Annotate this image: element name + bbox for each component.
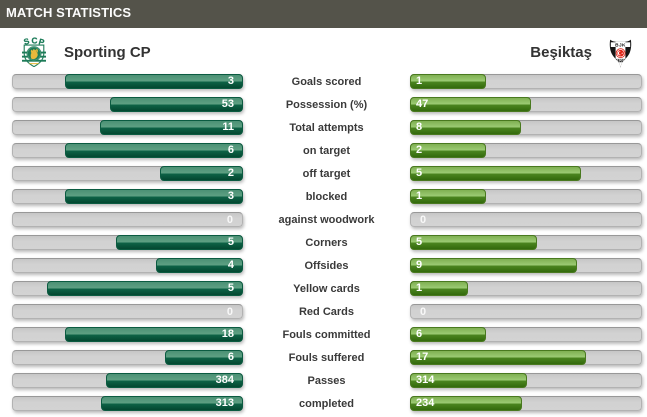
svg-text:1903: 1903 bbox=[617, 59, 625, 63]
svg-text:P: P bbox=[38, 37, 46, 47]
svg-text:S: S bbox=[23, 37, 31, 47]
svg-text:C: C bbox=[32, 37, 38, 45]
svg-text:BJK: BJK bbox=[615, 42, 626, 48]
